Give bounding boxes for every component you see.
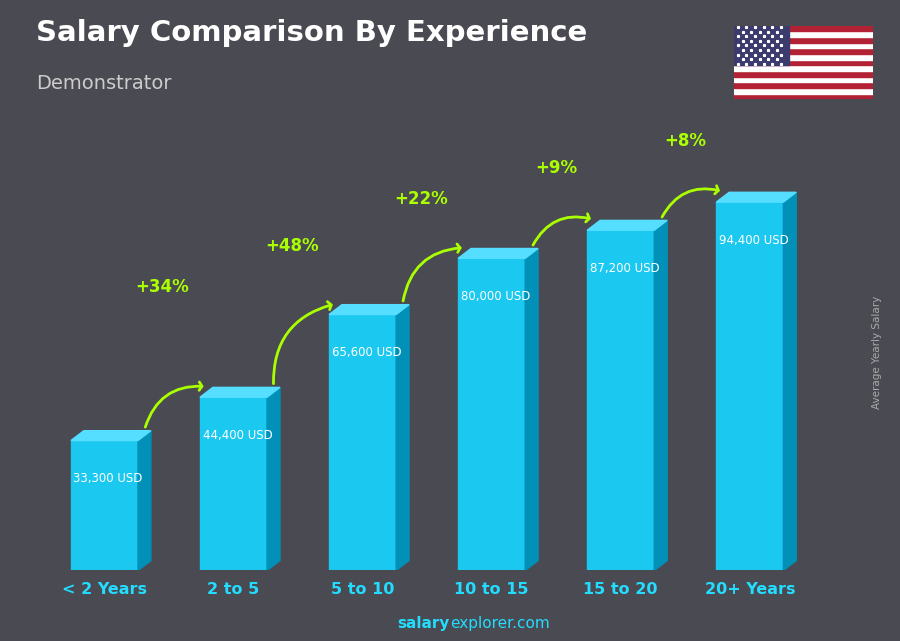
Text: 33,300 USD: 33,300 USD xyxy=(74,472,143,485)
Polygon shape xyxy=(200,387,280,397)
Bar xyxy=(734,37,873,43)
Text: 80,000 USD: 80,000 USD xyxy=(461,290,530,303)
Polygon shape xyxy=(587,221,667,230)
Text: Average Yearly Salary: Average Yearly Salary xyxy=(872,296,883,409)
Polygon shape xyxy=(71,431,151,440)
Text: 44,400 USD: 44,400 USD xyxy=(202,429,273,442)
Polygon shape xyxy=(329,304,409,315)
Polygon shape xyxy=(716,192,796,202)
Text: +9%: +9% xyxy=(536,159,577,177)
Text: +48%: +48% xyxy=(265,237,319,255)
Text: salary: salary xyxy=(398,617,450,631)
Bar xyxy=(734,94,873,99)
Bar xyxy=(716,202,783,570)
Bar xyxy=(734,54,873,60)
Polygon shape xyxy=(526,249,538,570)
Text: +22%: +22% xyxy=(394,190,447,208)
Bar xyxy=(71,440,138,570)
Polygon shape xyxy=(267,387,280,570)
Polygon shape xyxy=(396,304,409,570)
Text: Salary Comparison By Experience: Salary Comparison By Experience xyxy=(36,19,587,47)
Bar xyxy=(734,26,873,31)
Text: explorer.com: explorer.com xyxy=(450,617,550,631)
Bar xyxy=(734,88,873,94)
Bar xyxy=(200,397,267,570)
Bar xyxy=(734,65,873,71)
Text: 94,400 USD: 94,400 USD xyxy=(719,233,788,247)
Bar xyxy=(734,31,873,37)
Text: +8%: +8% xyxy=(664,132,707,150)
Text: 65,600 USD: 65,600 USD xyxy=(331,346,401,359)
Polygon shape xyxy=(458,249,538,258)
Bar xyxy=(734,26,789,65)
Bar xyxy=(734,77,873,82)
Bar xyxy=(734,60,873,65)
Bar xyxy=(734,82,873,88)
Text: +34%: +34% xyxy=(136,278,189,296)
Bar xyxy=(734,71,873,77)
Polygon shape xyxy=(138,431,151,570)
Bar xyxy=(329,315,396,570)
Bar xyxy=(587,230,654,570)
Text: 87,200 USD: 87,200 USD xyxy=(590,262,660,274)
Polygon shape xyxy=(783,192,796,570)
Polygon shape xyxy=(654,221,667,570)
Bar xyxy=(458,258,526,570)
Bar xyxy=(734,48,873,54)
Text: Demonstrator: Demonstrator xyxy=(36,74,172,93)
Bar xyxy=(734,43,873,48)
